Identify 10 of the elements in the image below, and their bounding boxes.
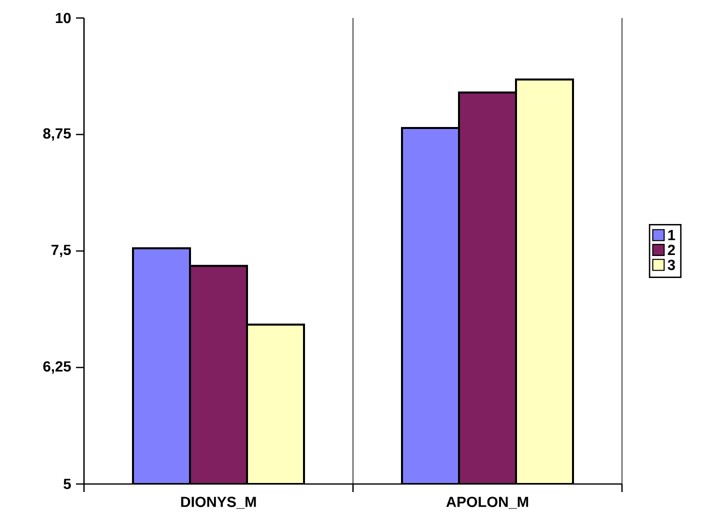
y-tick-label: 5 xyxy=(64,478,71,490)
y-tick-label: 8,75 xyxy=(43,128,71,141)
legend-label: 3 xyxy=(668,260,675,270)
legend-label: 1 xyxy=(668,230,676,240)
x-tick-label: DIONYS_M xyxy=(181,496,256,509)
y-tick-label: 7,5 xyxy=(52,244,71,258)
x-tick-label: APOLON_M xyxy=(446,496,528,509)
y-tick-label: 10 xyxy=(56,12,71,24)
legend-label: 2 xyxy=(668,244,675,256)
y-tick-label: 6,25 xyxy=(43,361,71,374)
